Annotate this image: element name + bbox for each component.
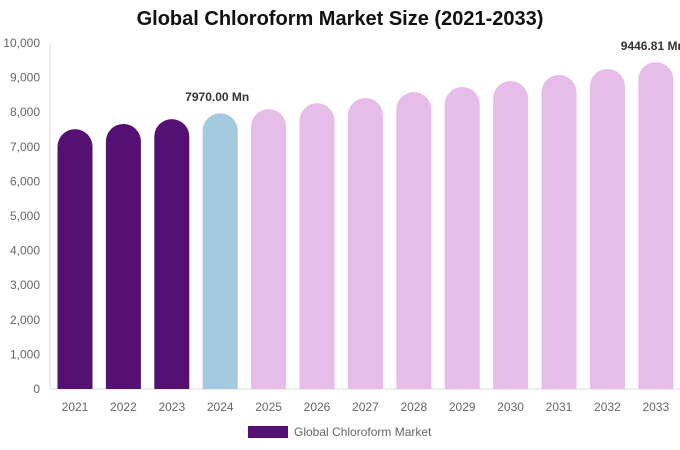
y-tick-label: 3,000 [10,278,40,292]
legend-label: Global Chloroform Market [294,425,432,439]
bar-2028 [396,92,432,389]
bar-2024 [202,113,238,389]
bar-2031 [541,74,577,389]
x-tick-label: 2023 [158,400,185,414]
x-tick-label: 2024 [207,400,234,414]
chart-title: Global Chloroform Market Size (2021-2033… [136,8,544,30]
data-label: 9446.81 Mn [621,39,680,53]
bar-2027 [347,98,383,389]
data-label: 7970.00 Mn [185,90,249,104]
y-tick-label: 5,000 [10,209,40,223]
bar-2030 [493,81,529,389]
bar-2032 [589,68,625,389]
bar-2021 [57,129,93,390]
x-tick-label: 2030 [497,400,524,414]
legend[interactable]: Global Chloroform Market [248,425,431,439]
y-tick-label: 9,000 [10,71,40,85]
y-tick-label: 4,000 [10,244,40,258]
bar-2029 [444,86,480,389]
x-tick-label: 2028 [400,400,427,414]
x-tick-label: 2026 [304,400,331,414]
x-tick-label: 2027 [352,400,379,414]
y-tick-label: 6,000 [10,174,40,188]
bar-2025 [251,109,287,389]
x-tick-label: 2029 [449,400,476,414]
y-tick-label: 1,000 [10,347,40,361]
bar-2026 [299,103,335,389]
x-tick-label: 2031 [546,400,573,414]
x-tick-label: 2021 [62,400,89,414]
x-tick-label: 2033 [642,400,669,414]
bar-2033 [638,62,674,389]
x-tick-label: 2022 [110,400,137,414]
y-tick-label: 0 [33,382,40,396]
y-tick-label: 2,000 [10,313,40,327]
y-tick-label: 10,000 [3,36,40,50]
x-tick-label: 2032 [594,400,621,414]
y-tick-label: 7,000 [10,140,40,154]
bar-2023 [154,119,190,390]
x-tick-label: 2025 [255,400,282,414]
y-tick-label: 8,000 [10,105,40,119]
legend-swatch [248,426,288,438]
bar-2022 [105,123,141,390]
